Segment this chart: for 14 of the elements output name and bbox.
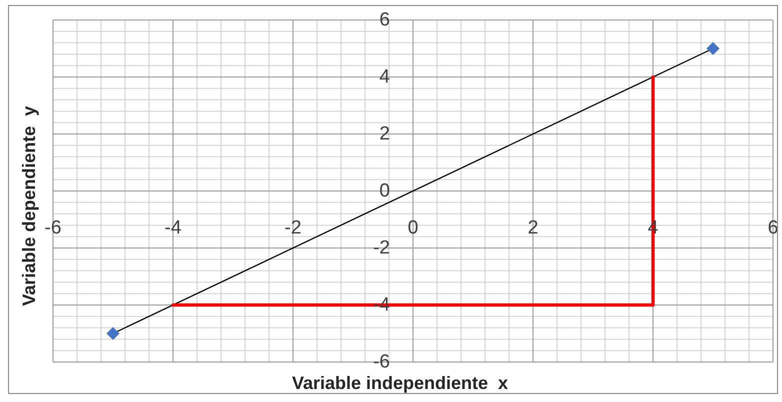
- x-tick-label: -2: [284, 218, 302, 238]
- x-tick-label: -6: [44, 218, 62, 238]
- x-tick-label: 2: [528, 218, 538, 238]
- y-axis-title: Variable dependiente y: [18, 106, 40, 306]
- y-tick-label: 0: [379, 180, 390, 202]
- x-tick-label: -4: [164, 218, 182, 238]
- x-tick-label: 6: [768, 218, 778, 238]
- y-tick-label: 6: [379, 10, 390, 30]
- y-tick-label: -6: [373, 352, 390, 372]
- x-tick-label: 0: [408, 218, 418, 238]
- y-tick-label: 2: [379, 124, 390, 144]
- y-tick-label: -2: [373, 238, 390, 258]
- y-tick-label: 4: [379, 66, 390, 88]
- x-axis-title: Variable independiente x: [292, 372, 508, 394]
